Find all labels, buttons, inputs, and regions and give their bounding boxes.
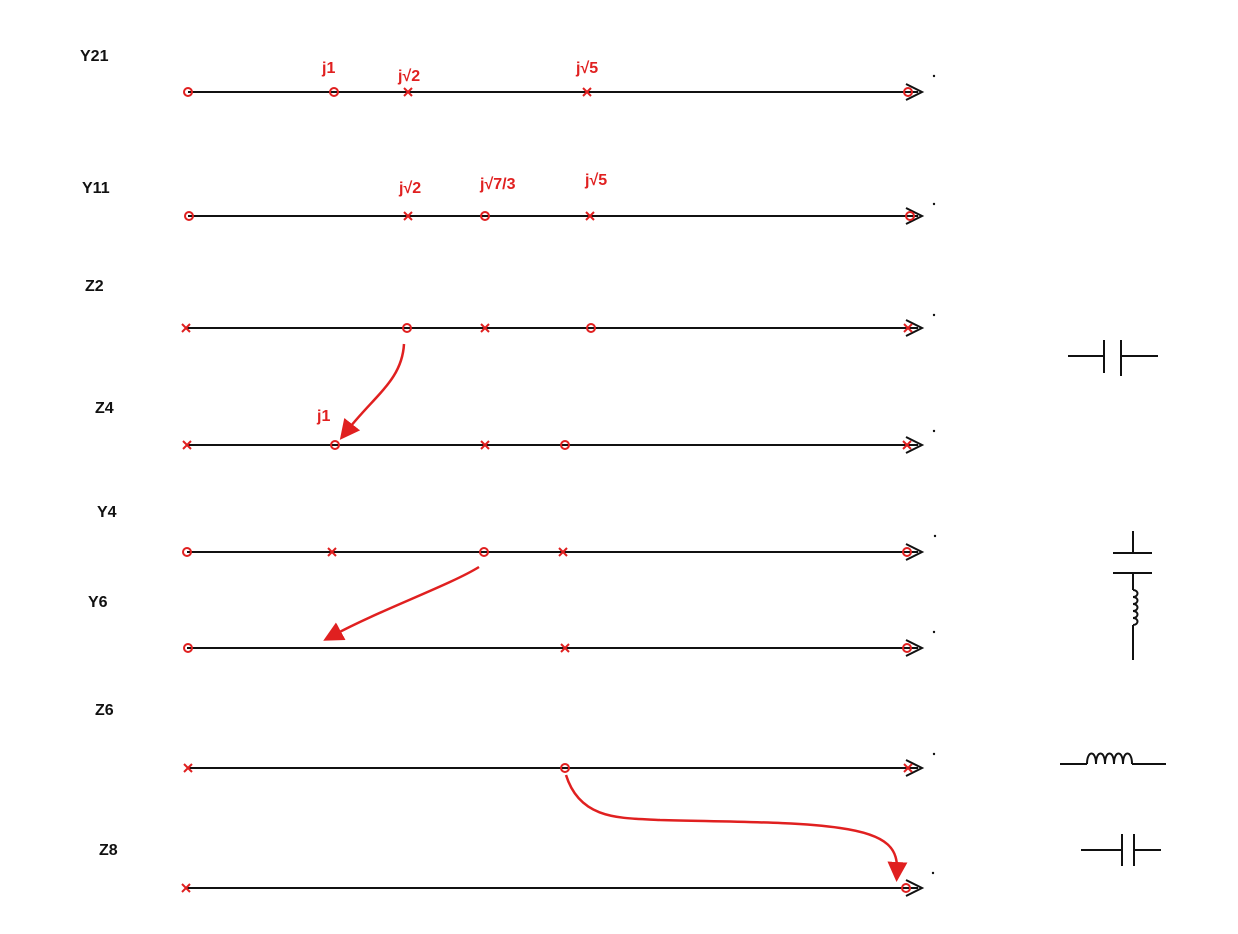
component-series-inductor [1060,752,1166,765]
zero-marker [183,87,193,97]
migration-arrows [323,343,908,882]
zero-marker [905,211,915,221]
pole-marker [480,440,490,450]
zero-marker [329,87,339,97]
axis-y21 [188,83,925,101]
zero-marker [182,547,192,557]
pole-marker [403,87,413,97]
annot-y21-j1: j1 [322,60,336,77]
pole-marker [560,643,570,653]
zero-marker [560,440,570,450]
zero-marker [902,643,912,653]
component-series-capacitor-1 [1068,340,1158,376]
axis-y11 [188,207,925,225]
annot-y11-jsqrt5: j√5 [585,172,608,189]
axis-z8 [186,879,925,897]
zero-marker [479,547,489,557]
pole-marker [902,440,912,450]
zero-marker [330,440,340,450]
annot-y11-jsqrt2: j√2 [399,180,422,197]
label-z2: Z2 [85,278,104,295]
zero-marker [402,323,412,333]
component-series-capacitor-2 [1081,834,1161,866]
zero-marker [183,643,193,653]
zero-marker [480,211,490,221]
label-z8: Z8 [99,842,118,859]
pole-marker [183,763,193,773]
annot-y21-jsqrt2: j√2 [398,68,421,85]
zero-marker [903,87,913,97]
pole-marker [182,440,192,450]
label-z6: Z6 [95,702,114,719]
zero-marker [902,547,912,557]
pole-marker [480,323,490,333]
axes [186,83,925,897]
pole-marker [582,87,592,97]
end-dots [931,74,937,875]
pole-marker [903,763,913,773]
pole-marker [327,547,337,557]
arrow-y4-to-y6 [323,565,480,641]
pole-marker [403,211,413,221]
axis-y6 [187,639,925,657]
zero-marker [184,211,194,221]
pole-marker [558,547,568,557]
pole-marker [903,323,913,333]
pole-zero-markers [181,87,915,893]
label-y21: Y21 [80,48,109,65]
pole-marker [585,211,595,221]
annot-y21-jsqrt5: j√5 [576,60,599,77]
label-y4: Y4 [97,504,117,521]
annot-y11-jsqrt7-3: j√7/3 [480,176,516,193]
zero-marker [586,323,596,333]
label-y11: Y11 [82,180,110,197]
axis-z6 [187,759,925,777]
zero-marker [901,883,911,893]
axis-y4 [187,543,925,561]
pole-marker [181,323,191,333]
axis-z2 [186,319,925,337]
pole-marker [181,883,191,893]
annot-z4-j1: j1 [317,408,331,425]
label-z4: Z4 [95,400,114,417]
label-y6: Y6 [88,594,108,611]
arrow-z6-to-z8 [564,774,908,882]
component-shunt-lc [1113,531,1152,660]
axis-z4 [186,436,925,454]
arrow-z2-to-z4 [339,343,406,440]
zero-marker [560,763,570,773]
